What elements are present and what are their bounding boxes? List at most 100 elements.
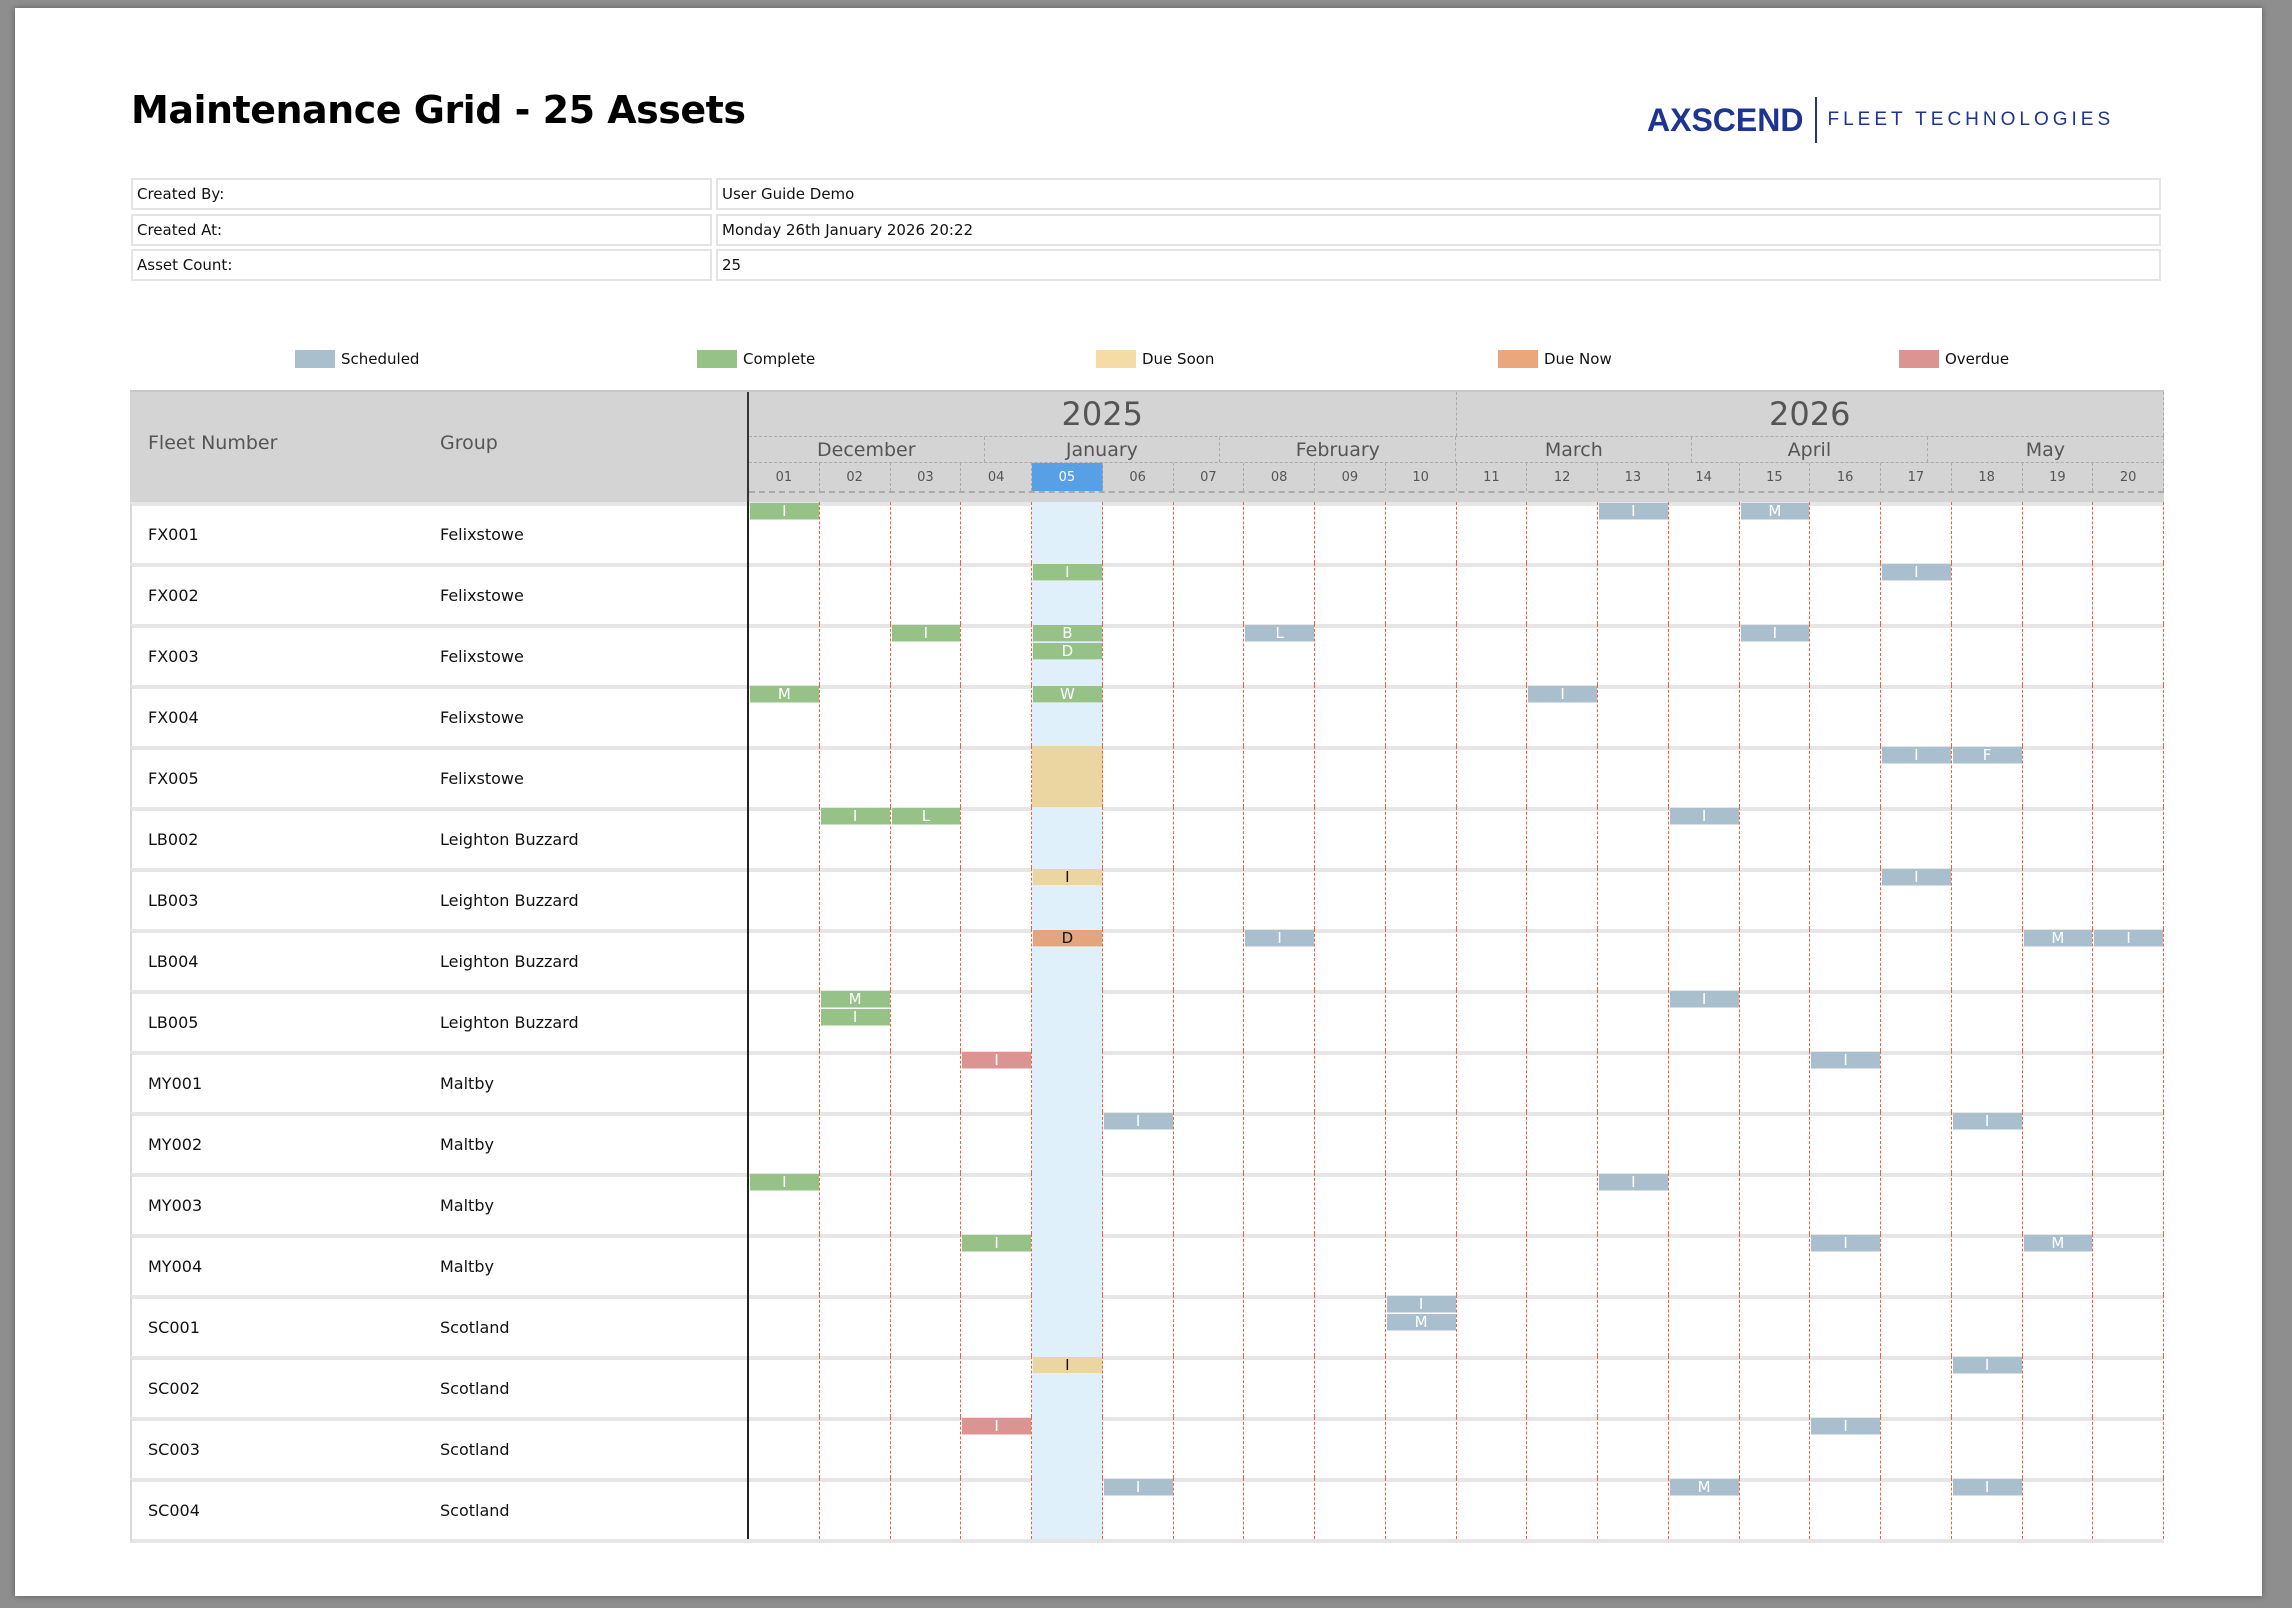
maintenance-event-scheduled[interactable]: I <box>1103 1478 1173 1496</box>
asset-row[interactable]: SC003 Scotland I I <box>130 1417 2164 1478</box>
maintenance-event-complete[interactable]: I <box>820 807 890 825</box>
fleet-number-cell[interactable]: SC001 <box>148 1318 200 1337</box>
maintenance-event-complete[interactable]: M <box>750 685 819 703</box>
logo-wordmark: AXSCEND <box>1647 101 1804 138</box>
fleet-number-cell[interactable]: MY002 <box>148 1135 203 1154</box>
maintenance-event-complete[interactable]: W <box>1033 685 1102 703</box>
week-gridline <box>1667 868 1669 929</box>
fleet-number-cell[interactable]: FX004 <box>148 708 199 727</box>
week-gridline <box>960 624 962 685</box>
asset-row[interactable]: FX005 Felixstowe I F <box>130 746 2164 807</box>
maintenance-event-scheduled[interactable]: I <box>1952 1478 2022 1496</box>
maintenance-event-due-soon[interactable]: I <box>1033 868 1102 886</box>
fleet-number-cell[interactable]: MY004 <box>148 1257 203 1276</box>
maintenance-event-scheduled[interactable]: I <box>1245 929 1314 947</box>
week-gridline <box>1455 1234 1457 1295</box>
maintenance-event-scheduled[interactable]: M <box>1386 1313 1456 1331</box>
week-gridline <box>1809 746 1811 807</box>
week-gridline <box>1880 1112 1881 1173</box>
week-gridline <box>1526 807 1528 868</box>
maintenance-event-complete[interactable]: I <box>820 1008 890 1026</box>
maintenance-event-scheduled[interactable]: I <box>1882 563 1951 581</box>
maintenance-event-overdue[interactable]: I <box>962 1051 1031 1069</box>
maintenance-event-complete[interactable]: L <box>891 807 961 825</box>
fleet-number-cell[interactable]: FX002 <box>148 586 199 605</box>
asset-row[interactable]: MY004 Maltby I I M <box>130 1234 2164 1295</box>
asset-row[interactable]: FX002 Felixstowe I I <box>130 563 2164 624</box>
week-gridline <box>1597 1478 1598 1539</box>
maintenance-event-scheduled[interactable]: M <box>2023 929 2093 947</box>
maintenance-event-scheduled[interactable]: I <box>2094 929 2163 947</box>
maintenance-event-due-now[interactable]: D <box>1033 929 1102 947</box>
fleet-number-cell[interactable]: LB004 <box>148 952 199 971</box>
asset-row[interactable]: FX001 Felixstowe I I M <box>130 502 2164 563</box>
maintenance-event-due-soon[interactable]: I <box>1033 1356 1102 1374</box>
maintenance-event-scheduled[interactable]: I <box>1386 1295 1456 1313</box>
week-gridline <box>1667 1356 1669 1417</box>
maintenance-event-complete[interactable]: M <box>820 990 890 1008</box>
maintenance-event-scheduled[interactable]: I <box>1811 1417 1880 1435</box>
fleet-number-cell[interactable]: SC004 <box>148 1501 200 1520</box>
maintenance-event-scheduled[interactable]: M <box>2023 1234 2093 1252</box>
due-soon-cell[interactable] <box>1032 746 1103 807</box>
maintenance-event-scheduled[interactable]: I <box>1811 1234 1880 1252</box>
asset-row[interactable]: SC004 Scotland I M I <box>130 1478 2164 1543</box>
fleet-number-cell[interactable]: MY003 <box>148 1196 203 1215</box>
week-gridline <box>1031 1112 1032 1173</box>
asset-row[interactable]: MY001 Maltby I I <box>130 1051 2164 1112</box>
week-gridline <box>2021 1417 2023 1478</box>
asset-row[interactable]: LB004 Leighton Buzzard D I M I <box>130 929 2164 990</box>
asset-row[interactable]: LB003 Leighton Buzzard I I <box>130 868 2164 929</box>
week-gridline <box>1031 624 1032 685</box>
asset-row[interactable]: MY002 Maltby I I <box>130 1112 2164 1173</box>
fleet-number-cell[interactable]: SC003 <box>148 1440 200 1459</box>
maintenance-event-scheduled[interactable]: I <box>1882 746 1951 764</box>
maintenance-event-complete[interactable]: I <box>1033 563 1102 581</box>
maintenance-event-scheduled[interactable]: I <box>1811 1051 1880 1069</box>
maintenance-event-scheduled[interactable]: I <box>1669 990 1739 1008</box>
maintenance-event-scheduled[interactable]: I <box>1599 1173 1668 1191</box>
maintenance-event-scheduled[interactable]: I <box>1103 1112 1173 1130</box>
asset-row[interactable]: SC002 Scotland I I <box>130 1356 2164 1417</box>
maintenance-event-scheduled[interactable]: I <box>1882 868 1951 886</box>
maintenance-event-scheduled[interactable]: I <box>1740 624 1810 642</box>
asset-row[interactable]: LB005 Leighton Buzzard M I I <box>130 990 2164 1051</box>
asset-row[interactable]: SC001 Scotland I M <box>130 1295 2164 1356</box>
maintenance-event-scheduled[interactable]: M <box>1740 502 1810 520</box>
week-gridline <box>1950 624 1952 685</box>
maintenance-event-complete[interactable]: I <box>962 1234 1031 1252</box>
maintenance-event-scheduled[interactable]: I <box>1528 685 1597 703</box>
week-gridline <box>1597 990 1598 1051</box>
fleet-number-cell[interactable]: FX003 <box>148 647 199 666</box>
maintenance-event-scheduled[interactable]: I <box>1952 1112 2022 1130</box>
maintenance-event-scheduled[interactable]: F <box>1952 746 2022 764</box>
maintenance-event-complete[interactable]: I <box>750 1173 819 1191</box>
week-gridline <box>2092 990 2094 1051</box>
maintenance-event-complete[interactable]: I <box>891 624 961 642</box>
fleet-number-cell[interactable]: SC002 <box>148 1379 200 1398</box>
maintenance-event-scheduled[interactable]: I <box>1669 807 1739 825</box>
week-gridline <box>1738 1356 1740 1417</box>
maintenance-event-complete[interactable]: B <box>1033 624 1102 642</box>
fleet-number-cell[interactable]: FX005 <box>148 769 199 788</box>
asset-row[interactable]: MY003 Maltby I I <box>130 1173 2164 1234</box>
fleet-number-cell[interactable]: LB003 <box>148 891 199 910</box>
asset-row[interactable]: FX003 Felixstowe I B D L I <box>130 624 2164 685</box>
maintenance-event-scheduled[interactable]: I <box>1599 502 1668 520</box>
asset-row[interactable]: FX004 Felixstowe M W I <box>130 685 2164 746</box>
maintenance-event-scheduled[interactable]: L <box>1245 624 1314 642</box>
maintenance-event-scheduled[interactable]: I <box>1952 1356 2022 1374</box>
fleet-number-cell[interactable]: MY001 <box>148 1074 203 1093</box>
week-gridline <box>818 1356 820 1417</box>
week-gridline <box>1738 1051 1740 1112</box>
maintenance-event-complete[interactable]: I <box>750 502 819 520</box>
fleet-number-cell[interactable]: LB005 <box>148 1013 199 1032</box>
maintenance-event-overdue[interactable]: I <box>962 1417 1031 1435</box>
asset-row[interactable]: LB002 Leighton Buzzard I L I <box>130 807 2164 868</box>
fleet-number-cell[interactable]: LB002 <box>148 830 199 849</box>
fleet-number-cell[interactable]: FX001 <box>148 525 199 544</box>
maintenance-event-scheduled[interactable]: M <box>1669 1478 1739 1496</box>
maintenance-event-complete[interactable]: D <box>1033 642 1102 660</box>
legend-label: Due Now <box>1544 350 1612 368</box>
